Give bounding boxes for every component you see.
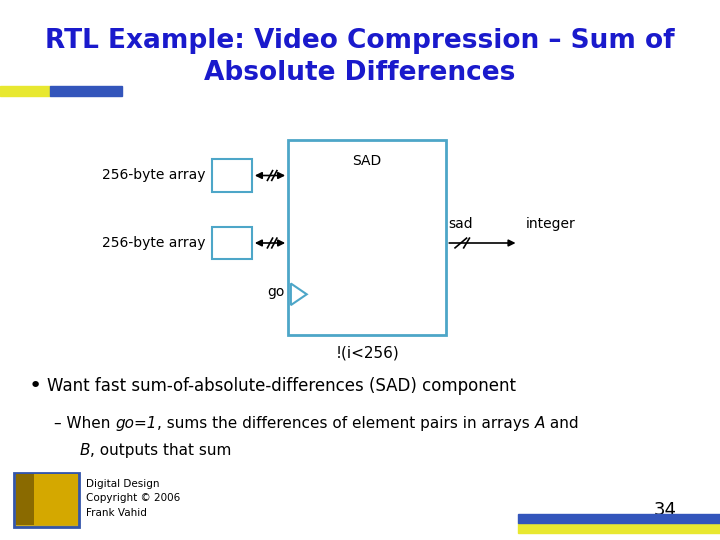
Text: SAD: SAD [353, 154, 382, 168]
Text: 256-byte array: 256-byte array [102, 236, 205, 250]
Bar [288, 140, 446, 335]
Bar [50, 86, 122, 96]
Text: 34: 34 [654, 501, 677, 519]
Text: RTL Example: Video Compression – Sum of: RTL Example: Video Compression – Sum of [45, 28, 675, 53]
Bar [212, 159, 252, 192]
Text: B: B [79, 443, 90, 458]
Text: Want fast sum-of-absolute-differences (SAD) component: Want fast sum-of-absolute-differences (S… [47, 377, 516, 395]
Bar [212, 227, 252, 259]
Text: , outputs that sum: , outputs that sum [90, 443, 231, 458]
Text: !(i<256): !(i<256) [336, 346, 399, 361]
Text: and: and [545, 416, 578, 431]
Text: integer: integer [526, 217, 575, 231]
Text: sad: sad [448, 217, 472, 231]
Text: – When: – When [54, 416, 115, 431]
Bar [16, 474, 34, 525]
Text: , sums the differences of element pairs in arrays: , sums the differences of element pairs … [157, 416, 534, 431]
Bar [0, 86, 50, 96]
Text: •: • [29, 376, 42, 396]
Text: Absolute Differences: Absolute Differences [204, 60, 516, 86]
Text: B: B [227, 235, 238, 251]
Text: 256-byte array: 256-byte array [102, 168, 205, 183]
Text: A: A [227, 168, 238, 183]
Bar [34, 474, 78, 525]
Bar [518, 514, 720, 523]
Bar [518, 523, 720, 533]
Text: A: A [534, 416, 545, 431]
Text: Digital Design
Copyright © 2006
Frank Vahid: Digital Design Copyright © 2006 Frank Va… [86, 478, 181, 518]
Text: go=1: go=1 [115, 416, 157, 431]
Bar [14, 472, 79, 526]
Text: go: go [267, 285, 284, 299]
